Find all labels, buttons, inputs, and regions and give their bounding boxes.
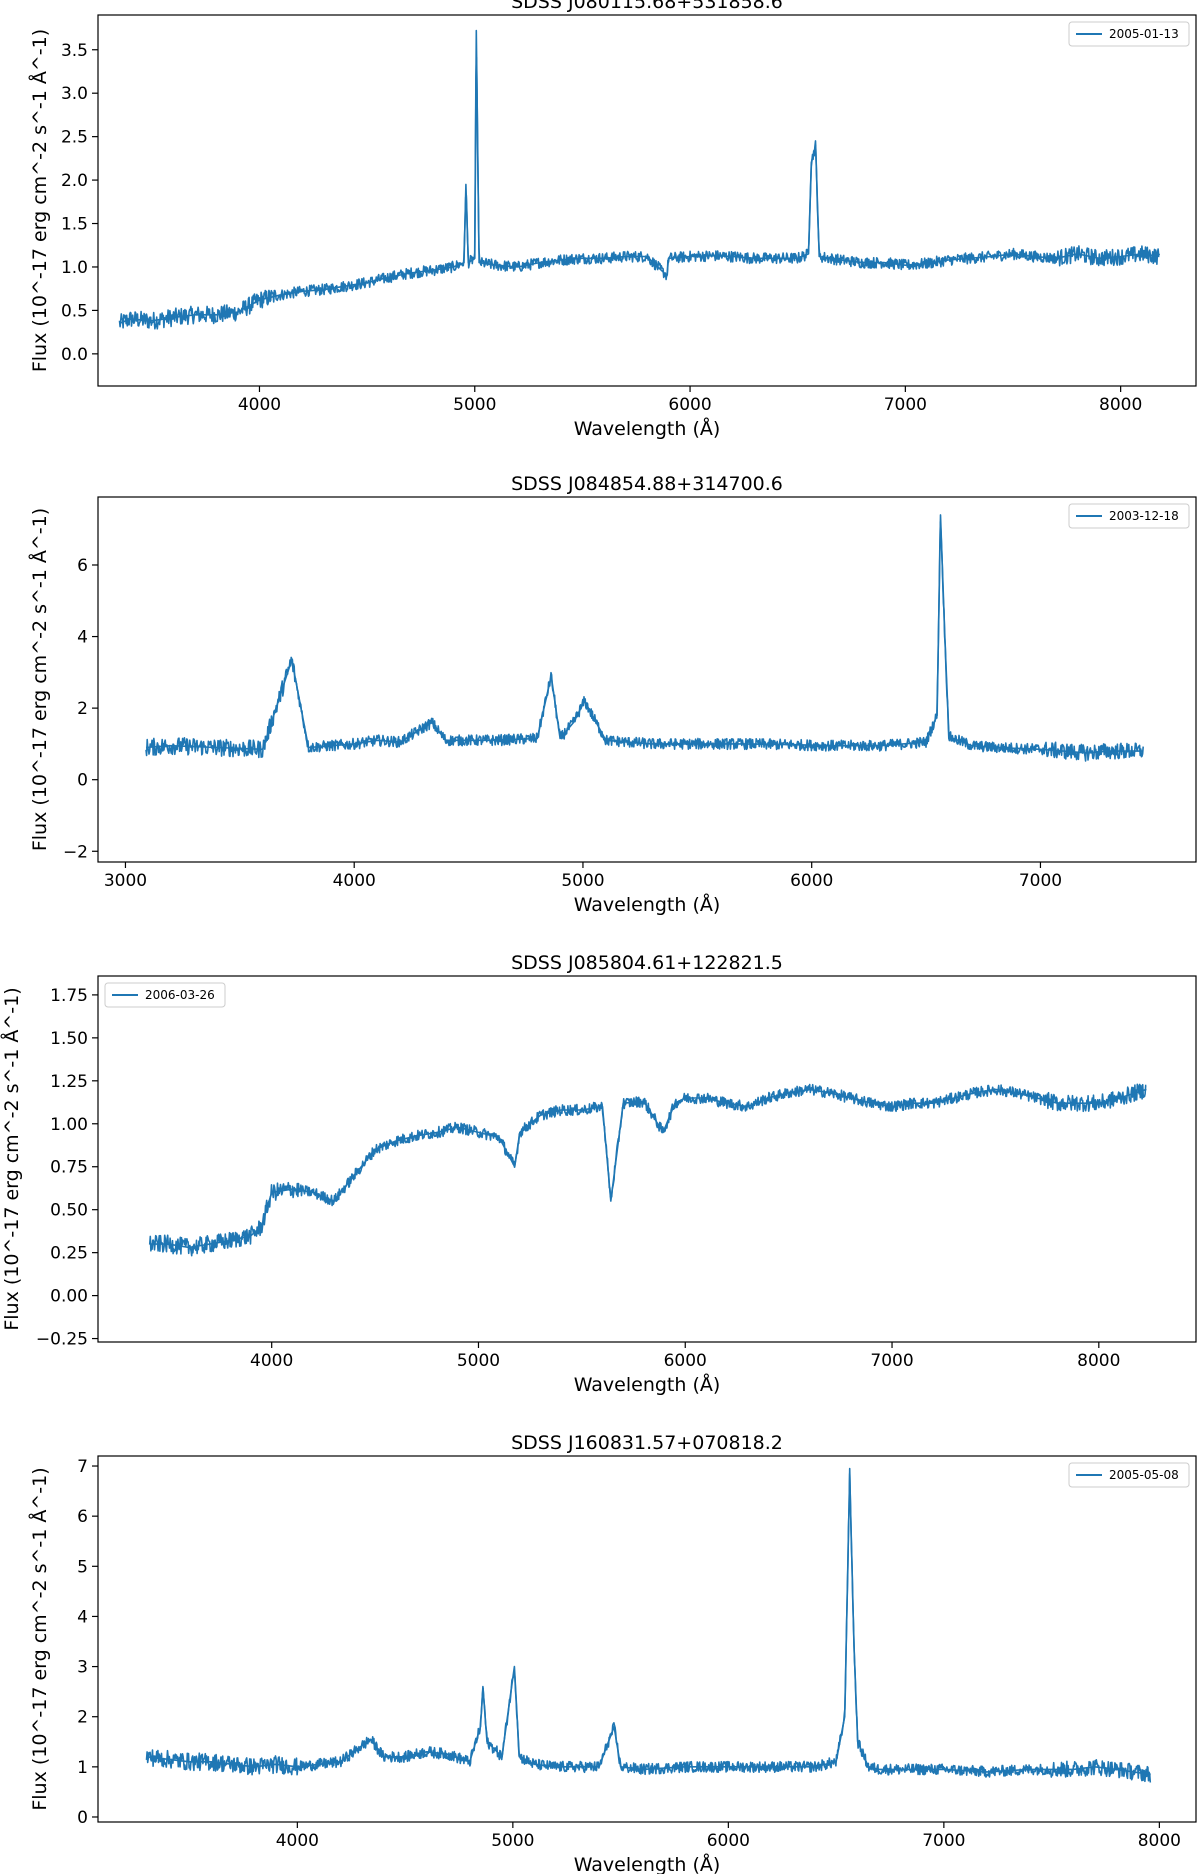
x-axis-label: Wavelength (Å) [574, 893, 721, 916]
y-tick-label: 7 [77, 1457, 88, 1477]
legend-box [1068, 1462, 1190, 1488]
y-tick-label: 0.50 [50, 1201, 88, 1221]
legend-box [104, 982, 226, 1008]
y-tick-label: 1.50 [50, 1029, 88, 1049]
legend-box [1068, 21, 1190, 47]
y-tick-label: 1.5 [61, 215, 88, 235]
y-tick-label: 5 [77, 1557, 88, 1577]
y-tick-label: 2.0 [61, 171, 88, 191]
x-tick-label: 6000 [668, 395, 711, 415]
y-axis-label: Flux (10^-17 erg cm^-2 s^-1 Å^-1) [28, 1467, 51, 1810]
spectrum-line-peaks [145, 514, 1144, 754]
x-tick-label: 5000 [491, 1831, 534, 1851]
x-tick-label: 4000 [276, 1831, 319, 1851]
spectrum-line-peaks [149, 1088, 1147, 1249]
spectrum-panel-3: SDSS J085804.61+122821.5 4000 5000 6000 7000… [0, 952, 1197, 1396]
y-tick-label: 1 [77, 1758, 88, 1778]
panel-title: SDSS J085804.61+122821.5 [511, 952, 783, 974]
panel-title: SDSS J080115.68+531858.6 [511, 0, 783, 13]
legend-label: 2005-01-13 [1109, 27, 1179, 41]
spectrum-line-peaks [146, 1472, 1151, 1776]
y-tick-label: 3.0 [61, 84, 88, 104]
y-tick-label: 2.5 [61, 128, 88, 148]
x-tick-label: 8000 [1077, 1351, 1120, 1371]
x-tick-label: 4000 [333, 871, 376, 891]
y-tick-label: 0.00 [50, 1287, 88, 1307]
y-tick-label: 0 [77, 771, 88, 791]
spectrum-line [145, 521, 1144, 762]
spectrum-panel-1: SDSS J080115.68+531858.6 4000 5000 6000 7000… [28, 0, 1197, 440]
x-tick-label: 3000 [104, 871, 147, 891]
spectrum-line [145, 1467, 1152, 1783]
legend-label: 2005-05-08 [1109, 1468, 1179, 1482]
x-axis-label: Wavelength (Å) [574, 1373, 721, 1396]
x-tick-label: 5000 [453, 395, 496, 415]
y-tick-label: 0.0 [61, 345, 88, 365]
y-axis-label: Flux (10^-17 erg cm^-2 s^-1 Å^-1) [0, 987, 23, 1330]
plot-frame [97, 975, 1197, 1343]
spectrum-line [118, 56, 1161, 330]
spectrum-panel-2: SDSS J084854.88+314700.6 3000 4000 5000 6000… [28, 473, 1197, 916]
y-tick-label: 4 [77, 628, 88, 648]
spectrum-line-peaks [119, 29, 1160, 325]
x-axis-label: Wavelength (Å) [574, 1853, 721, 1874]
y-tick-label: 4 [77, 1607, 88, 1627]
x-tick-label: 8000 [1099, 395, 1142, 415]
y-tick-label: 1.00 [50, 1115, 88, 1135]
y-tick-label: 6 [77, 556, 88, 576]
spectrum-panel-4: SDSS J160831.57+070818.2 4000 5000 6000 7000… [28, 1432, 1197, 1874]
panel-title: SDSS J160831.57+070818.2 [511, 1432, 783, 1454]
x-tick-label: 7000 [884, 395, 927, 415]
legend-label: 2003-12-18 [1109, 509, 1179, 523]
x-tick-label: 7000 [1019, 871, 1062, 891]
legend: 2006-03-26 [104, 982, 226, 1008]
y-tick-label: 6 [77, 1507, 88, 1527]
y-tick-label: 1.75 [50, 986, 88, 1006]
y-tick-label: 3.5 [61, 41, 88, 61]
y-axis-label: Flux (10^-17 erg cm^-2 s^-1 Å^-1) [28, 29, 51, 372]
y-tick-label: 2 [77, 1708, 88, 1728]
x-tick-label: 4000 [250, 1351, 293, 1371]
x-tick-label: 8000 [1138, 1831, 1181, 1851]
legend-box [1068, 503, 1190, 529]
y-tick-label: −2 [63, 842, 88, 862]
y-tick-label: 0.75 [50, 1158, 88, 1178]
y-tick-label: 0.25 [50, 1244, 88, 1264]
panel-title: SDSS J084854.88+314700.6 [511, 473, 783, 495]
legend: 2005-01-13 [1068, 21, 1190, 47]
plot-frame [97, 14, 1197, 387]
plot-frame [97, 1455, 1197, 1823]
x-axis-label: Wavelength (Å) [574, 417, 721, 440]
x-tick-label: 5000 [457, 1351, 500, 1371]
y-axis-label: Flux (10^-17 erg cm^-2 s^-1 Å^-1) [28, 508, 51, 851]
x-tick-label: 6000 [790, 871, 833, 891]
legend-label: 2006-03-26 [145, 988, 215, 1002]
y-tick-label: 0.5 [61, 301, 88, 321]
x-tick-label: 4000 [238, 395, 281, 415]
y-tick-label: 3 [77, 1658, 88, 1678]
x-tick-label: 7000 [922, 1831, 965, 1851]
spectrum-line [148, 1083, 1147, 1257]
y-tick-label: 1.25 [50, 1072, 88, 1092]
y-tick-label: 0 [77, 1808, 88, 1828]
y-tick-label: −0.25 [36, 1330, 88, 1350]
y-tick-label: 2 [77, 699, 88, 719]
x-tick-label: 5000 [561, 871, 604, 891]
plot-frame [97, 496, 1197, 863]
x-tick-label: 6000 [707, 1831, 750, 1851]
x-tick-label: 6000 [664, 1351, 707, 1371]
x-tick-label: 7000 [870, 1351, 913, 1371]
legend: 2003-12-18 [1068, 503, 1190, 529]
legend: 2005-05-08 [1068, 1462, 1190, 1488]
y-tick-label: 1.0 [61, 258, 88, 278]
